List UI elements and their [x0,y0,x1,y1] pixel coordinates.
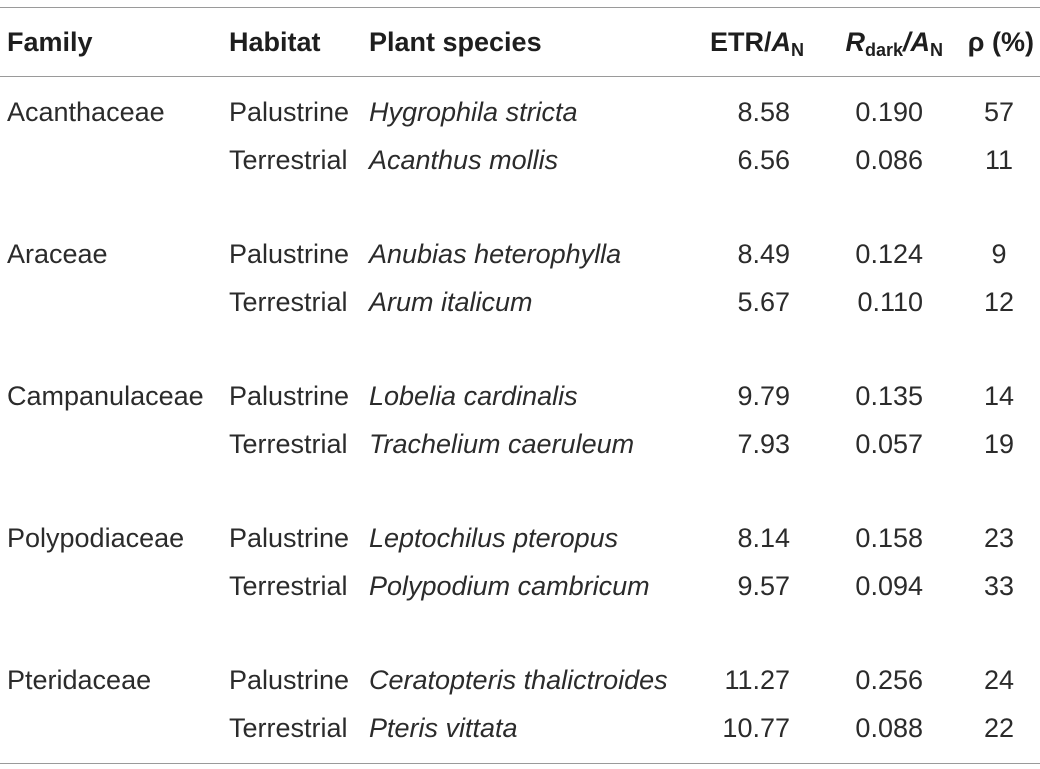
header-plant-species: Plant species [369,27,542,57]
cell-rho: 23 [983,523,1015,553]
cell-etr-an: 5.67 [737,287,790,317]
header-rule [0,76,1040,77]
cell-habitat: Palustrine [229,523,350,553]
cell-etr-an: 9.79 [737,381,790,411]
header-rdark-an: Rdark/AN [845,27,943,60]
cell-plant-species: Polypodium cambricum [369,571,650,601]
cell-rdark-an: 0.094 [855,571,923,601]
cell-plant-species: Trachelium caeruleum [369,429,635,459]
cell-family: Araceae [7,239,108,269]
cell-habitat: Palustrine [229,97,350,127]
cell-plant-species: Arum italicum [369,287,533,317]
cell-rho: 24 [983,665,1015,695]
cell-etr-an: 8.49 [737,239,790,269]
cell-etr-an: 8.14 [737,523,790,553]
cell-habitat: Terrestrial [229,429,348,459]
cell-plant-species: Pteris vittata [369,713,518,743]
header-rho: ρ (%) [967,27,1034,57]
cell-family: Acanthaceae [7,97,165,127]
cell-rho: 9 [991,239,1007,269]
header-etr-an: ETR/AN [709,27,804,60]
cell-etr-an: 10.77 [722,713,790,743]
cell-rdark-an: 0.256 [855,665,923,695]
cell-habitat: Terrestrial [229,713,348,743]
cell-rdark-an: 0.135 [855,381,923,411]
cell-rdark-an: 0.158 [855,523,923,553]
header-habitat: Habitat [229,27,321,57]
cell-habitat: Palustrine [229,239,350,269]
cell-rho: 12 [983,287,1015,317]
cell-rho: 19 [983,429,1015,459]
cell-plant-species: Ceratopteris thalictroides [369,665,668,695]
top-rule [0,7,1040,8]
cell-habitat: Palustrine [229,381,350,411]
cell-plant-species: Lobelia cardinalis [369,381,578,411]
cell-etr-an: 9.57 [737,571,790,601]
cell-rdark-an: 0.057 [855,429,923,459]
cell-family: Polypodiaceae [7,523,185,553]
cell-rdark-an: 0.124 [855,239,923,269]
bottom-rule [0,763,1040,764]
cell-rdark-an: 0.086 [855,145,923,175]
cell-etr-an: 6.56 [737,145,790,175]
cell-rho: 33 [983,571,1015,601]
cell-rho: 14 [983,381,1015,411]
cell-plant-species: Acanthus mollis [369,145,559,175]
header-family: Family [7,27,93,57]
cell-etr-an: 8.58 [737,97,790,127]
cell-etr-an: 11.27 [724,665,790,695]
cell-rho: 22 [983,713,1015,743]
cell-plant-species: Leptochilus pteropus [369,523,619,553]
cell-rdark-an: 0.110 [857,287,923,317]
cell-habitat: Terrestrial [229,145,348,175]
cell-rdark-an: 0.190 [855,97,923,127]
cell-habitat: Terrestrial [229,287,348,317]
cell-etr-an: 7.93 [737,429,790,459]
cell-plant-species: Anubias heterophylla [369,239,622,269]
cell-family: Pteridaceae [7,665,152,695]
cell-habitat: Terrestrial [229,571,348,601]
cell-plant-species: Hygrophila stricta [369,97,578,127]
cell-family: Campanulaceae [7,381,204,411]
cell-habitat: Palustrine [229,665,350,695]
cell-rho: 11 [984,145,1014,175]
cell-rho: 57 [983,97,1015,127]
cell-rdark-an: 0.088 [855,713,923,743]
